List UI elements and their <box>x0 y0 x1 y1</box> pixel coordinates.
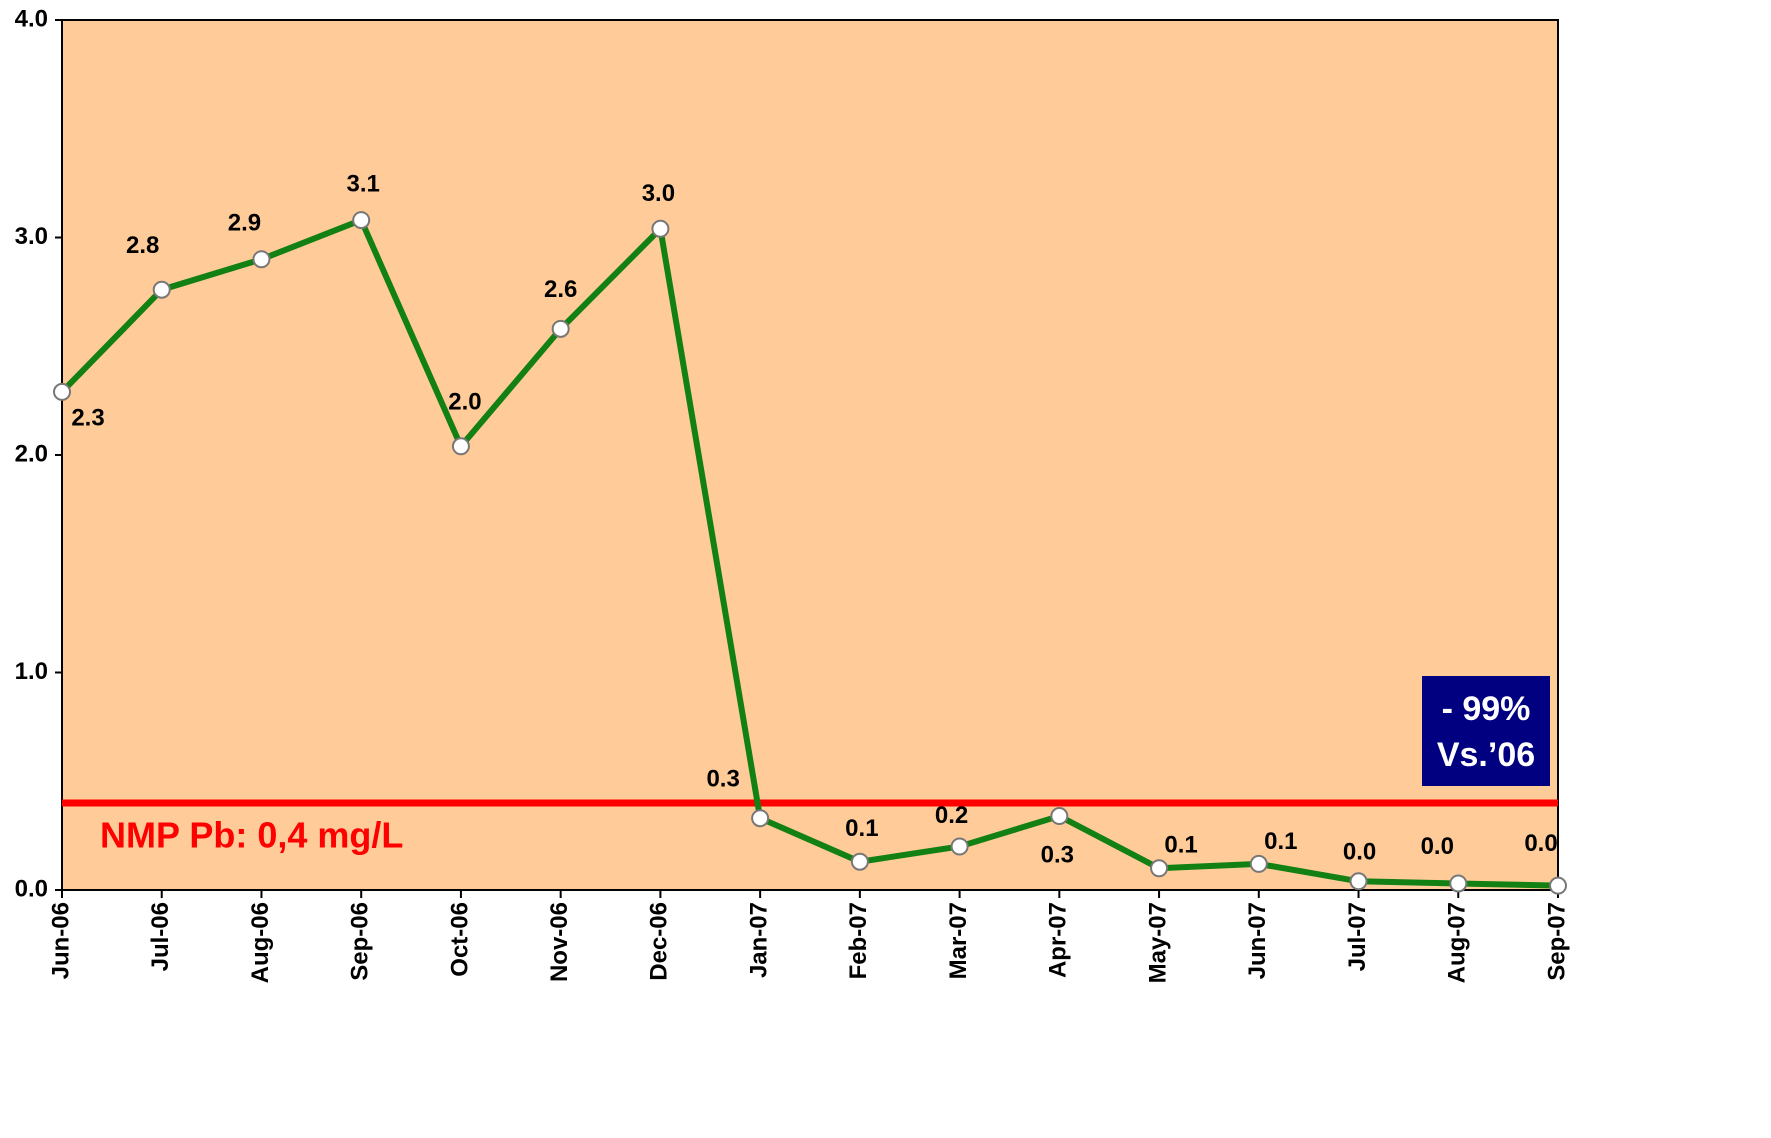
x-tick-label: Apr-07 <box>1045 902 1072 978</box>
data-line <box>59 216 1559 889</box>
data-label: 0.1 <box>845 815 878 842</box>
data-label: 0.1 <box>1264 828 1297 855</box>
x-tick-label: Sep-06 <box>347 902 374 981</box>
x-tick-label: Oct-06 <box>446 902 473 977</box>
data-point <box>53 382 71 401</box>
data-point <box>950 837 969 856</box>
data-point <box>850 852 869 871</box>
data-label: 0.3 <box>1041 841 1074 868</box>
x-tick-label: Aug-06 <box>247 902 274 983</box>
data-label: 0.0 <box>1524 830 1557 857</box>
x-tick-label: Aug-07 <box>1444 902 1471 983</box>
x-tick-label: Dec-06 <box>646 902 673 981</box>
annotation-box <box>1422 676 1550 786</box>
data-point <box>551 319 570 338</box>
x-tick-label: Feb-07 <box>845 902 872 979</box>
data-point <box>352 211 371 230</box>
x-tick-label: Jun-07 <box>1244 902 1271 979</box>
y-tick-label: 0.0 <box>15 875 48 902</box>
x-tick-label: Jan-07 <box>745 902 772 978</box>
y-tick-label: 4.0 <box>15 5 48 32</box>
data-point <box>1150 859 1169 878</box>
reference-label: NMP Pb: 0,4 mg/L <box>100 815 403 856</box>
data-label: 0.2 <box>935 802 968 829</box>
data-label: 2.0 <box>448 389 481 416</box>
data-point <box>651 219 670 238</box>
x-tick-label: Nov-06 <box>546 902 573 982</box>
y-tick-label: 2.0 <box>15 440 48 467</box>
data-label: 3.0 <box>642 180 675 207</box>
y-tick-label: 1.0 <box>15 658 48 685</box>
data-point <box>1449 874 1468 893</box>
x-tick-label: Jul-07 <box>1344 902 1371 971</box>
data-point <box>1249 854 1268 873</box>
data-point <box>451 437 470 456</box>
data-label: 2.9 <box>228 210 261 237</box>
y-tick-label: 3.0 <box>15 223 48 250</box>
x-tick-label: Sep-07 <box>1543 902 1570 981</box>
plot-area <box>61 19 1559 891</box>
data-label: 0.0 <box>1421 833 1454 860</box>
annotation-text: Vs.’06 <box>1437 736 1535 774</box>
data-label: 3.1 <box>347 170 380 197</box>
data-label: 0.1 <box>1164 832 1197 859</box>
x-tick-label: Jul-06 <box>147 902 174 971</box>
data-point <box>1549 876 1567 895</box>
x-tick-label: Mar-07 <box>945 902 972 979</box>
data-label: 2.6 <box>544 276 577 303</box>
data-label: 0.3 <box>706 766 739 793</box>
annotation-text: - 99% <box>1442 690 1531 728</box>
data-label: 2.3 <box>71 404 104 431</box>
data-point <box>1050 807 1069 826</box>
data-label: 0.0 <box>1343 839 1376 866</box>
data-label: 2.8 <box>126 232 159 259</box>
data-point <box>751 809 770 828</box>
x-tick-label: May-07 <box>1144 902 1171 983</box>
x-tick-label: Jun-06 <box>47 902 74 979</box>
data-point <box>152 280 171 299</box>
data-point <box>1349 872 1368 891</box>
data-point <box>252 250 271 269</box>
